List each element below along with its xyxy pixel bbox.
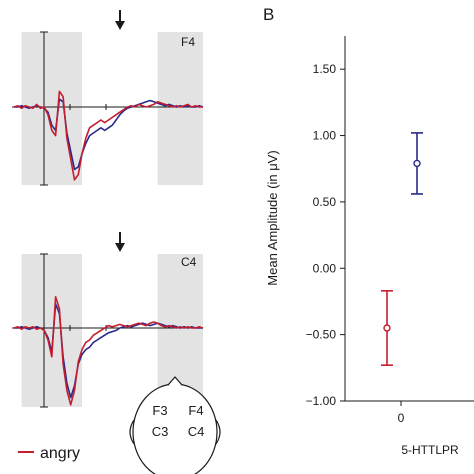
series-angry-line: [13, 296, 204, 406]
left-ear-shape: [129, 419, 135, 445]
b-x-tick-label: 0: [398, 411, 405, 425]
analysis-window-shade: [157, 254, 203, 407]
channel-label: C4: [181, 255, 197, 269]
scalp-map: F3 F4 C3 C4: [129, 376, 221, 474]
analysis-window-shade: [157, 32, 203, 185]
mean-marker: [413, 159, 421, 168]
electrode-c3: C3: [152, 424, 169, 439]
electrode-c4: C4: [188, 424, 205, 439]
b-y-tick-label: 1.50: [313, 62, 337, 76]
arrow-down-icon: [115, 243, 125, 252]
b-y-tick-label: 0.00: [313, 261, 337, 275]
analysis-window-shade: [21, 254, 83, 407]
erp-panel-c4: C4: [12, 232, 204, 408]
channel-label: F4: [181, 35, 195, 49]
b-point-angry: [381, 290, 393, 366]
nose-shape: [167, 376, 183, 386]
mean-amplitude-chart: 1.50 1.00 0.50 0.00 −0.50 −1.00 0 5-HTTLPR Mean …: [265, 36, 474, 457]
b-y-axis-label: Mean Amplitude (in μV): [265, 150, 280, 285]
mean-marker: [383, 324, 391, 332]
erp-panel-f4: F4: [12, 10, 204, 186]
electrode-f3: F3: [152, 403, 167, 418]
head-outline: [132, 383, 218, 474]
b-y-tick-label: −1.00: [306, 394, 337, 408]
b-point-other: [411, 132, 423, 195]
series-angry-line: [13, 90, 203, 181]
arrow-down-icon: [115, 21, 125, 30]
b-x-axis-label: 5-HTTLPR: [401, 443, 459, 457]
legend: angry: [18, 445, 80, 462]
legend-angry-label: angry: [40, 445, 80, 462]
panel-b-label: B: [263, 5, 274, 24]
b-y-tick-label: 0.50: [313, 195, 337, 209]
b-y-tick-label: 1.00: [313, 129, 337, 143]
electrode-f4: F4: [188, 403, 203, 418]
right-ear-shape: [215, 419, 221, 445]
b-y-tick-label: −0.50: [306, 328, 337, 342]
